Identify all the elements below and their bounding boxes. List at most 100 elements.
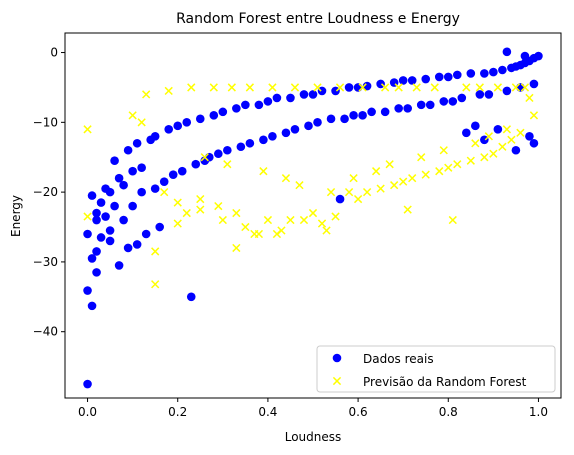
data-point-prediction: [448, 215, 457, 225]
x-tick-label: 1.0: [529, 405, 548, 419]
data-point-real: [254, 100, 264, 110]
data-point-real: [128, 201, 137, 211]
data-point-prediction: [408, 174, 417, 183]
data-point-prediction: [381, 83, 390, 92]
data-point-prediction: [142, 90, 151, 99]
legend-marker-dados-reais: [332, 353, 342, 363]
data-point-real: [313, 118, 322, 127]
data-point-prediction: [286, 215, 295, 225]
data-point-prediction: [83, 125, 92, 134]
data-point-real: [177, 166, 187, 176]
data-point-prediction: [394, 83, 403, 92]
data-point-prediction: [232, 243, 241, 253]
data-point-real: [416, 100, 426, 110]
data-point-real: [92, 208, 101, 218]
data-point-real: [394, 104, 403, 113]
points-layer: [83, 47, 543, 389]
data-point-prediction: [529, 111, 539, 120]
data-point-prediction: [516, 128, 525, 137]
data-point-real: [245, 138, 255, 148]
data-point-prediction: [349, 174, 358, 183]
data-point-real: [358, 111, 367, 120]
data-point-prediction: [151, 280, 160, 289]
data-point-real: [87, 254, 97, 263]
data-point-real: [452, 70, 462, 80]
data-point-prediction: [259, 167, 268, 176]
data-point-prediction: [223, 160, 232, 169]
legend-label-dados-reais: Dados reais: [363, 352, 434, 366]
data-point-real: [475, 90, 485, 99]
data-point-real: [502, 47, 512, 57]
data-point-prediction: [344, 187, 354, 197]
data-point-real: [511, 145, 521, 155]
data-point-prediction: [128, 111, 137, 120]
data-point-prediction: [435, 167, 444, 176]
data-point-real: [443, 72, 453, 82]
data-point-prediction: [453, 160, 462, 169]
data-point-real: [92, 247, 101, 256]
data-point-prediction: [173, 219, 182, 228]
data-point-prediction: [371, 167, 381, 176]
data-point-real: [119, 180, 128, 190]
legend-label-previsao: Previsão da Random Forest: [363, 375, 527, 389]
data-point-real: [340, 114, 349, 124]
data-point-real: [209, 111, 219, 120]
data-point-prediction: [376, 184, 385, 193]
chart-title: Random Forest entre Loudness e Energy: [176, 11, 460, 27]
data-point-real: [290, 125, 300, 134]
x-tick-label: 0.4: [258, 405, 277, 419]
data-point-prediction: [313, 83, 322, 92]
x-tick-label: 0.8: [439, 405, 458, 419]
data-point-real: [110, 156, 119, 166]
data-point-prediction: [430, 83, 439, 92]
data-point-prediction: [214, 201, 223, 211]
data-point-prediction: [322, 226, 331, 235]
data-point-prediction: [299, 215, 309, 225]
y-axis: 0 −10 −20 −30 −40: [33, 46, 65, 339]
data-point-real: [268, 131, 277, 141]
data-point-prediction: [489, 149, 498, 158]
data-point-prediction: [493, 83, 503, 92]
data-point-prediction: [272, 229, 282, 239]
data-point-real: [83, 379, 92, 389]
x-tick-label: 0.0: [78, 405, 97, 419]
data-point-real: [223, 145, 232, 155]
data-point-real: [123, 243, 133, 253]
data-point-prediction: [335, 83, 345, 92]
data-point-prediction: [399, 177, 408, 186]
data-point-prediction: [502, 125, 512, 134]
data-point-real: [96, 233, 106, 242]
plot-frame: [64, 32, 562, 399]
data-point-real: [493, 125, 503, 134]
data-point-prediction: [164, 86, 173, 96]
data-point-prediction: [160, 187, 169, 197]
data-point-real: [150, 184, 160, 193]
data-point-prediction: [182, 208, 191, 218]
data-point-prediction: [218, 215, 227, 225]
data-point-real: [119, 215, 128, 225]
data-point-prediction: [421, 170, 430, 179]
data-point-real: [398, 76, 408, 85]
data-point-prediction: [417, 153, 426, 162]
data-point-real: [236, 142, 246, 152]
data-point-real: [439, 97, 449, 106]
data-point-real: [353, 83, 363, 92]
y-tick-label: 0: [50, 46, 58, 60]
data-point-real: [96, 198, 106, 207]
data-point-real: [182, 118, 192, 127]
data-point-real: [105, 236, 115, 246]
data-point-real: [362, 81, 372, 91]
data-point-real: [128, 166, 137, 176]
data-point-real: [150, 131, 160, 141]
data-point-real: [425, 100, 435, 110]
data-point-prediction: [187, 83, 196, 92]
data-point-real: [304, 121, 313, 131]
data-point-real: [137, 187, 146, 197]
data-point-real: [299, 90, 309, 99]
data-point-real: [471, 121, 480, 131]
data-point-real: [114, 261, 124, 270]
data-point-real: [218, 107, 228, 117]
data-point-real: [241, 100, 250, 110]
data-point-real: [349, 111, 358, 120]
